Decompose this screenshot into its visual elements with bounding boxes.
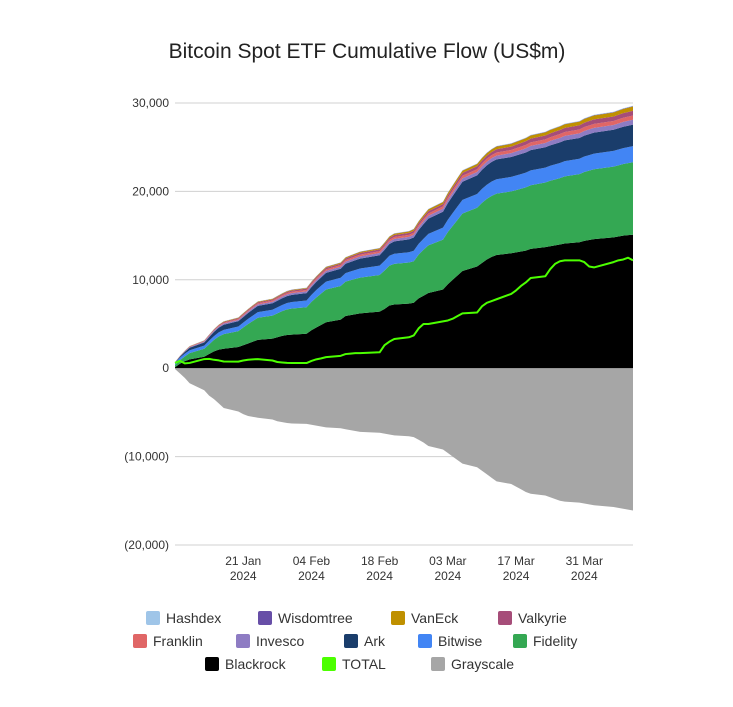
x-tick-date: 17 Mar <box>497 554 534 568</box>
stacked-areas <box>175 105 633 511</box>
x-tick-date: 21 Jan <box>225 554 261 568</box>
total-line <box>174 256 634 365</box>
legend-label: Blackrock <box>225 656 287 672</box>
legend-item-total: TOTAL <box>322 656 386 672</box>
legend-item-franklin: Franklin <box>133 633 203 649</box>
area-bitwise <box>175 146 633 366</box>
legend: Hashdex Wisdomtree VanEck Valkyrie Franklin I… <box>133 610 577 672</box>
legend-label: Franklin <box>153 633 203 649</box>
legend-swatch <box>236 634 250 648</box>
legend-label: Hashdex <box>166 610 221 626</box>
legend-item-vaneck: VanEck <box>391 610 459 626</box>
legend-item-ark: Ark <box>344 633 386 649</box>
legend-item-grayscale: Grayscale <box>431 656 514 672</box>
legend-label: TOTAL <box>342 656 386 672</box>
y-tick-label: 10,000 <box>132 273 169 287</box>
legend-swatch <box>344 634 358 648</box>
legend-swatch <box>498 611 512 625</box>
total-line-group <box>174 256 634 365</box>
area-blackrock <box>175 234 633 369</box>
legend-item-wisdomtree: Wisdomtree <box>258 610 353 626</box>
y-tick-label: (10,000) <box>124 450 169 464</box>
area-fidelity <box>175 162 633 368</box>
legend-swatch <box>205 657 219 671</box>
x-tick-year: 2024 <box>298 569 325 583</box>
legend-item-blackrock: Blackrock <box>205 656 287 672</box>
y-tick-label: (20,000) <box>124 538 169 552</box>
legend-swatch <box>391 611 405 625</box>
legend-swatch <box>258 611 272 625</box>
chart-title: Bitcoin Spot ETF Cumulative Flow (US$m) <box>169 40 566 63</box>
legend-item-invesco: Invesco <box>236 633 304 649</box>
legend-item-hashdex: Hashdex <box>146 610 221 626</box>
x-tick-year: 2024 <box>230 569 257 583</box>
legend-label: VanEck <box>411 610 459 626</box>
legend-swatch <box>513 634 527 648</box>
area-ark <box>175 124 633 364</box>
area-grayscale <box>175 368 633 511</box>
x-tick-date: 03 Mar <box>429 554 466 568</box>
legend-swatch <box>133 634 147 648</box>
y-tick-label: 20,000 <box>132 184 169 198</box>
legend-item-bitwise: Bitwise <box>418 633 483 649</box>
legend-swatch <box>322 657 336 671</box>
y-axis: 30,000 20,000 10,000 0 (10,000) (20,000) <box>124 96 169 552</box>
legend-item-fidelity: Fidelity <box>513 633 577 649</box>
legend-label: Bitwise <box>438 633 483 649</box>
legend-label: Ark <box>364 633 386 649</box>
legend-swatch <box>418 634 432 648</box>
x-tick-year: 2024 <box>434 569 461 583</box>
y-tick-label: 0 <box>162 361 169 375</box>
legend-swatch <box>431 657 445 671</box>
x-tick-date: 04 Feb <box>293 554 331 568</box>
legend-label: Fidelity <box>533 633 577 649</box>
x-tick-date: 18 Feb <box>361 554 399 568</box>
legend-label: Invesco <box>256 633 304 649</box>
x-tick-year: 2024 <box>503 569 530 583</box>
x-tick-date: 31 Mar <box>566 554 603 568</box>
legend-label: Grayscale <box>451 656 514 672</box>
legend-swatch <box>146 611 160 625</box>
legend-item-valkyrie: Valkyrie <box>498 610 567 626</box>
x-tick-year: 2024 <box>571 569 598 583</box>
legend-label: Valkyrie <box>518 610 567 626</box>
legend-label: Wisdomtree <box>278 610 353 626</box>
x-tick-year: 2024 <box>366 569 393 583</box>
y-tick-label: 30,000 <box>132 96 169 110</box>
